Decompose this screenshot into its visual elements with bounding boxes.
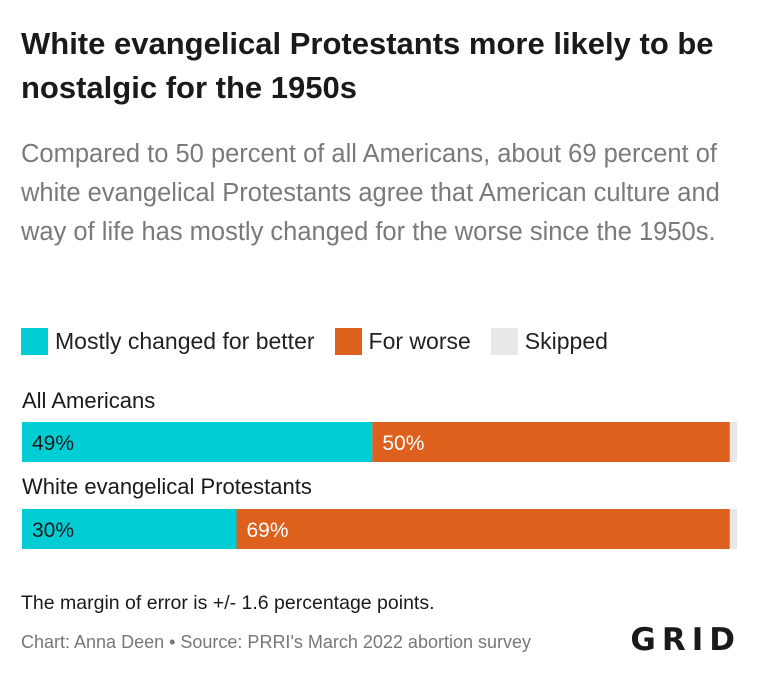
margin-of-error-note: The margin of error is +/- 1.6 percentag… (21, 592, 435, 614)
legend-label-better: Mostly changed for better (55, 327, 315, 354)
chart-title: White evangelical Protestants more likel… (21, 26, 714, 105)
legend-item-skipped: Skipped (490, 327, 608, 355)
legend-swatch-skipped (490, 327, 518, 355)
source-credit: Chart: Anna Deen • Source: PRRI's March … (21, 632, 531, 652)
legend-label-skipped: Skipped (524, 327, 608, 354)
bar-value-label: 69% (247, 519, 289, 542)
category-label: White evangelical Protestants (22, 474, 312, 499)
category-label: All Americans (22, 388, 155, 413)
bar-segment (729, 422, 737, 462)
bar-segment (236, 509, 730, 549)
legend-item-better: Mostly changed for better (21, 327, 315, 355)
bar-segment (22, 509, 237, 549)
bar-segment (372, 422, 730, 462)
legend-item-worse: For worse (334, 327, 471, 355)
legend-swatch-worse (334, 327, 362, 355)
bar-value-label: 30% (32, 519, 74, 542)
chart-subtitle: Compared to 50 percent of all Americans,… (21, 140, 720, 246)
stacked-bar-chart: All Americans 49% 50% White evangelical Pro… (22, 388, 737, 549)
bar-segment (729, 509, 737, 549)
grid-logo: GRID (630, 622, 741, 658)
legend: Mostly changed for better For worse Skip… (21, 324, 628, 358)
bar-segment (22, 422, 373, 462)
legend-label-worse: For worse (368, 327, 471, 354)
legend-swatch-better (21, 327, 48, 355)
bar-value-label: 50% (382, 432, 424, 455)
bar-value-label: 49% (32, 432, 74, 455)
